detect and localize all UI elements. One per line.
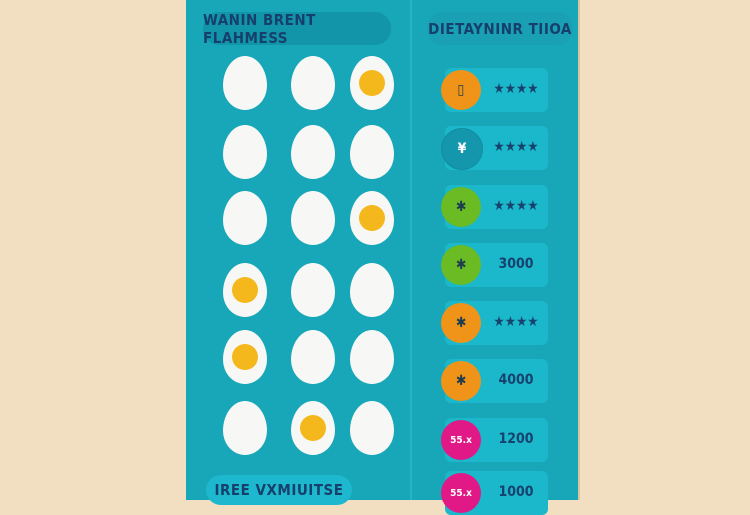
egg-yolk [300, 415, 326, 441]
bread-icon: ▯ [441, 70, 481, 110]
egg-yolk [359, 205, 385, 231]
egg-yolk [232, 344, 258, 370]
herb-icon: ✱ [441, 361, 481, 401]
egg[interactable] [291, 56, 335, 110]
egg[interactable] [223, 56, 267, 110]
item-value: ★★★★ [493, 81, 539, 97]
star-icon: ✱ [441, 303, 481, 343]
item-value: 4000 [498, 372, 534, 388]
right-panel-title: DIETAYNINR TIIOA [427, 12, 573, 45]
egg[interactable] [350, 56, 394, 110]
item-value: ★★★★ [493, 314, 539, 330]
egg[interactable] [223, 125, 267, 179]
egg[interactable] [350, 191, 394, 245]
item-value: ★★★★ [493, 198, 539, 214]
egg[interactable] [223, 401, 267, 455]
item-value: 1200 [498, 431, 534, 447]
egg[interactable] [350, 263, 394, 317]
egg[interactable] [291, 125, 335, 179]
egg[interactable] [223, 191, 267, 245]
egg[interactable] [291, 330, 335, 384]
percent-icon: 55.x [441, 420, 481, 460]
divider [410, 0, 412, 500]
egg[interactable] [350, 401, 394, 455]
egg[interactable] [350, 125, 394, 179]
left-panel-title: WANIN BRENT FLAHMESS [203, 11, 391, 47]
egg-yolk [359, 70, 385, 96]
footer-button[interactable]: IREE VXMIUITSE [206, 475, 352, 505]
leaf-icon: ¥ [441, 128, 483, 170]
percent-icon: 55.x [441, 473, 481, 513]
egg[interactable] [291, 191, 335, 245]
egg[interactable] [223, 330, 267, 384]
egg[interactable] [350, 330, 394, 384]
egg[interactable] [291, 401, 335, 455]
item-value: 3000 [498, 256, 534, 272]
egg[interactable] [223, 263, 267, 317]
herb-icon: ✱ [441, 187, 481, 227]
egg-yolk [232, 277, 258, 303]
item-value: 1000 [498, 484, 534, 500]
item-value: ★★★★ [493, 139, 539, 155]
egg[interactable] [291, 263, 335, 317]
herb-icon: ✱ [441, 245, 481, 285]
